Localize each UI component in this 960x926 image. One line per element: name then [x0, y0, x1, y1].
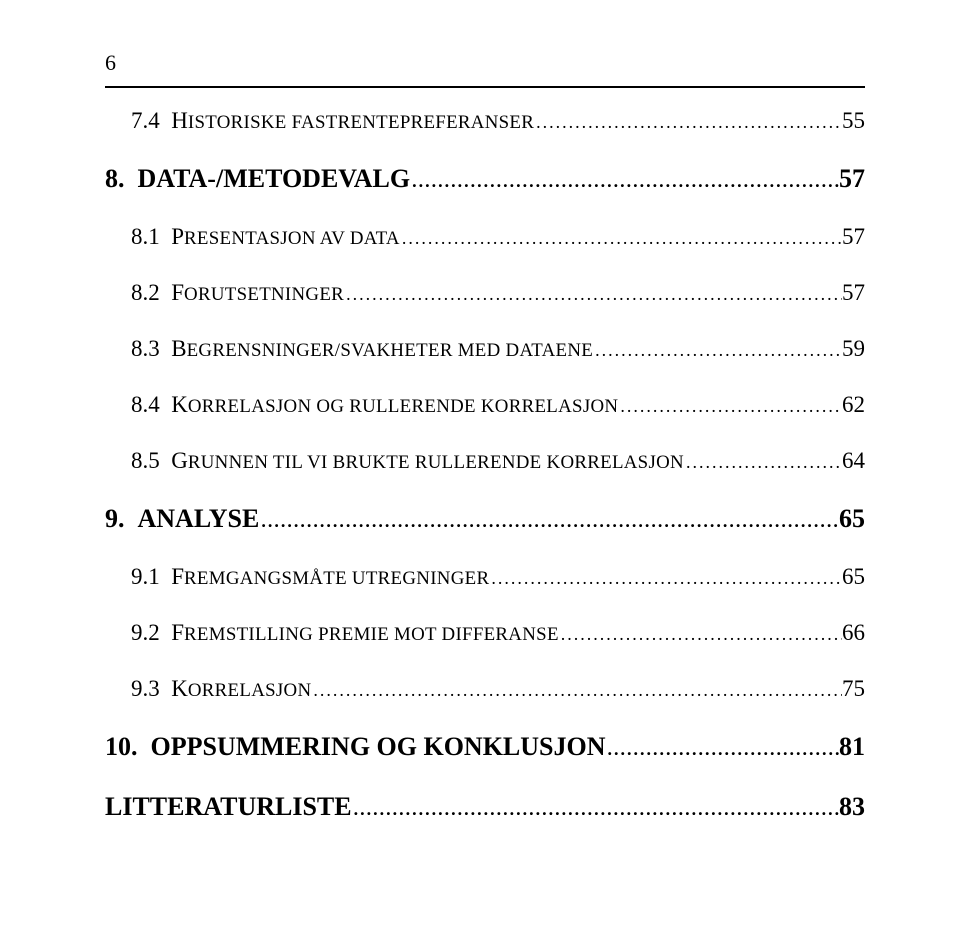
toc-leader-dots	[534, 112, 842, 133]
toc-entry-title: ORUTSETNINGER	[184, 284, 344, 305]
toc-leader-dots	[311, 680, 842, 701]
toc-entry-title: REMSTILLING PREMIE MOT DIFFERANSE	[184, 624, 559, 645]
toc-entry-page: 81	[839, 732, 865, 762]
toc-entry-page: 66	[842, 620, 865, 646]
toc-entry-page: 64	[842, 448, 865, 474]
toc-entry-page: 75	[842, 676, 865, 702]
toc-entry-title-initial: H	[171, 108, 188, 133]
toc-entry-label: 9.1 FREMGANGSMÅTE UTREGNINGER	[131, 564, 489, 590]
toc-entry-label: LITTERATURLISTE	[105, 792, 352, 822]
toc-entry: 8.1 PRESENTASJON AV DATA 57	[131, 224, 865, 250]
toc-entry-number: 8.2	[131, 280, 160, 305]
toc-entry-page: 65	[839, 504, 865, 534]
toc-leader-dots	[684, 452, 842, 473]
toc-entry-number: 10.	[105, 732, 138, 761]
toc-entry-number: 9.3	[131, 676, 160, 701]
toc-entry: 9.2 FREMSTILLING PREMIE MOT DIFFERANSE 66	[131, 620, 865, 646]
toc-entry-number: 7.4	[131, 108, 160, 133]
toc-entry: 9.1 FREMGANGSMÅTE UTREGNINGER 65	[131, 564, 865, 590]
toc-entry-number: 8.1	[131, 224, 160, 249]
toc-entry-label: 8.4 KORRELASJON OG RULLERENDE KORRELASJO…	[131, 392, 618, 418]
toc-entry-title-initial: K	[171, 392, 188, 417]
toc-entry-page: 57	[842, 280, 865, 306]
toc-entry-label: 8.1 PRESENTASJON AV DATA	[131, 224, 400, 250]
toc-entry-title-initial: F	[171, 280, 184, 305]
toc-leader-dots	[352, 799, 839, 820]
toc-entry-title-initial: F	[171, 564, 184, 589]
toc-leader-dots	[489, 568, 842, 589]
toc-entry-title: LITTERATURLISTE	[105, 792, 352, 821]
toc-entry-number: 8.5	[131, 448, 160, 473]
page-number: 6	[105, 50, 865, 76]
toc-entry-label: 10. OPPSUMMERING OG KONKLUSJON	[105, 732, 606, 762]
toc-leader-dots	[606, 739, 839, 760]
toc-entry: 8.5 GRUNNEN TIL VI BRUKTE RULLERENDE KOR…	[131, 448, 865, 474]
toc-entry-title-initial: B	[171, 336, 186, 361]
toc-entry: LITTERATURLISTE 83	[105, 792, 865, 822]
toc-entry-title-initial: K	[171, 676, 188, 701]
toc-entry: 7.4 HISTORISKE FASTRENTEPREFERANSER 55	[131, 108, 865, 134]
toc-entry-page: 57	[839, 164, 865, 194]
toc-entry-title-initial: G	[171, 448, 188, 473]
toc-entry-label: 8.2 FORUTSETNINGER	[131, 280, 344, 306]
toc-entry-title: DATA-/METODEVALG	[138, 164, 411, 193]
toc-entry-title: REMGANGSMÅTE UTREGNINGER	[184, 568, 489, 589]
toc-entry-label: 9.2 FREMSTILLING PREMIE MOT DIFFERANSE	[131, 620, 559, 646]
toc-entry: 10. OPPSUMMERING OG KONKLUSJON 81	[105, 732, 865, 762]
toc-entry-title: OPPSUMMERING OG KONKLUSJON	[151, 732, 606, 761]
toc-leader-dots	[593, 340, 842, 361]
toc-entry-title: EGRENSNINGER/SVAKHETER MED DATAENE	[187, 340, 593, 361]
toc-entry-title: RUNNEN TIL VI BRUKTE RULLERENDE KORRELAS…	[188, 452, 684, 473]
toc-entry-page: 57	[842, 224, 865, 250]
toc-entry-title: ORRELASJON	[188, 680, 312, 701]
toc-entry-page: 55	[842, 108, 865, 134]
toc-leader-dots	[410, 171, 839, 192]
toc-entry: 9.3 KORRELASJON 75	[131, 676, 865, 702]
horizontal-rule	[105, 86, 865, 88]
toc-entry-page: 83	[839, 792, 865, 822]
toc-entry: 8.2 FORUTSETNINGER 57	[131, 280, 865, 306]
toc-entry-title: ANALYSE	[138, 504, 260, 533]
toc-entry-page: 59	[842, 336, 865, 362]
toc-entry-number: 8.4	[131, 392, 160, 417]
toc-entry: 8.3 BEGRENSNINGER/SVAKHETER MED DATAENE 5…	[131, 336, 865, 362]
toc-entry-title-initial: F	[171, 620, 184, 645]
toc-leader-dots	[259, 511, 839, 532]
toc-entry: 9. ANALYSE 65	[105, 504, 865, 534]
toc-entry-label: 9. ANALYSE	[105, 504, 259, 534]
table-of-contents: 7.4 HISTORISKE FASTRENTEPREFERANSER 55 8. …	[105, 108, 865, 822]
toc-entry-page: 65	[842, 564, 865, 590]
toc-entry-label: 8. DATA-/METODEVALG	[105, 164, 410, 194]
toc-entry-title: RESENTASJON AV DATA	[184, 228, 400, 249]
toc-leader-dots	[400, 228, 842, 249]
toc-entry: 8.4 KORRELASJON OG RULLERENDE KORRELASJO…	[131, 392, 865, 418]
toc-leader-dots	[344, 284, 842, 305]
toc-entry-page: 62	[842, 392, 865, 418]
toc-entry-label: 7.4 HISTORISKE FASTRENTEPREFERANSER	[131, 108, 534, 134]
toc-entry-number: 8.3	[131, 336, 160, 361]
toc-leader-dots	[618, 396, 842, 417]
toc-entry-label: 9.3 KORRELASJON	[131, 676, 311, 702]
toc-entry-label: 8.5 GRUNNEN TIL VI BRUKTE RULLERENDE KOR…	[131, 448, 684, 474]
toc-entry-label: 8.3 BEGRENSNINGER/SVAKHETER MED DATAENE	[131, 336, 593, 362]
document-page: 6 7.4 HISTORISKE FASTRENTEPREFERANSER 55 8…	[0, 0, 960, 926]
toc-entry-number: 8.	[105, 164, 125, 193]
toc-entry-number: 9.	[105, 504, 125, 533]
toc-entry-number: 9.1	[131, 564, 160, 589]
toc-leader-dots	[559, 624, 842, 645]
toc-entry-number: 9.2	[131, 620, 160, 645]
toc-entry-title: ORRELASJON OG RULLERENDE KORRELASJON	[188, 396, 618, 417]
toc-entry: 8. DATA-/METODEVALG 57	[105, 164, 865, 194]
toc-entry-title: ISTORISKE FASTRENTEPREFERANSER	[188, 112, 534, 133]
toc-entry-title-initial: P	[171, 224, 184, 249]
